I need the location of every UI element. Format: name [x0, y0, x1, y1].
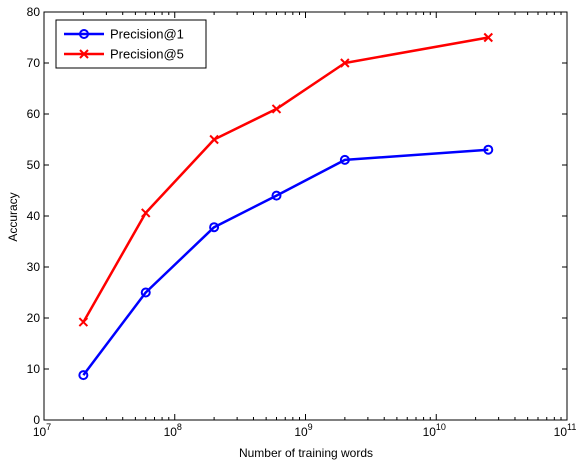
y-tick-label: 30: [27, 260, 41, 274]
legend-marker: [79, 49, 89, 59]
x-tick-label: 1010: [423, 422, 446, 439]
y-axis-label: Accuracy: [6, 192, 20, 241]
y-tick-label: 70: [27, 56, 41, 70]
y-tick-label: 40: [27, 209, 41, 223]
legend-marker: [79, 29, 89, 39]
x-tick-label: 109: [294, 422, 312, 439]
legend-box: [55, 19, 207, 69]
series-line: [82, 36, 489, 323]
data-point: [140, 287, 151, 298]
x-axis-label: Number of training words: [239, 446, 373, 460]
series-line: [82, 148, 489, 376]
data-point: [340, 58, 350, 68]
x-tick-label: 107: [33, 422, 51, 439]
data-point: [78, 370, 89, 381]
plot-area: 0 10 20 30 40 50 60 70 80 107 108 109 1010 1011 Precis…: [27, 5, 576, 439]
data-point: [271, 104, 282, 114]
data-point: [209, 134, 219, 145]
data-point: [78, 317, 89, 327]
y-tick-label: 20: [27, 311, 41, 325]
axes-frame: [43, 11, 568, 421]
data-point: [483, 32, 493, 43]
y-tick-label: 50: [27, 158, 41, 172]
x-tick-label: 1011: [554, 422, 576, 439]
data-point: [339, 154, 350, 165]
y-tick-label: 60: [27, 107, 41, 121]
data-point: [209, 222, 220, 233]
data-point: [483, 144, 494, 155]
x-tick-label: 108: [164, 422, 182, 439]
y-tick-label: 80: [27, 5, 41, 19]
legend-label: Precision@1: [110, 27, 184, 42]
legend-label: Precision@5: [110, 47, 184, 62]
y-tick-label: 0: [33, 413, 40, 427]
data-point: [271, 190, 282, 201]
data-point: [141, 208, 151, 218]
y-tick-label: 10: [27, 362, 41, 376]
